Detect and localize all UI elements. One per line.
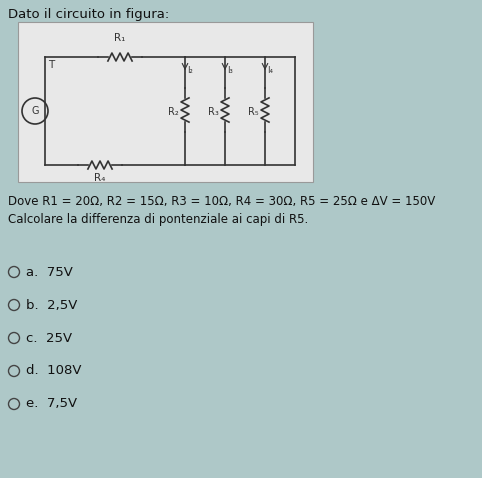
Text: e.  7,5V: e. 7,5V [26, 398, 77, 411]
Text: I₄: I₄ [267, 66, 273, 75]
Text: R₃: R₃ [208, 107, 219, 117]
Text: R₂: R₂ [168, 107, 179, 117]
FancyBboxPatch shape [18, 22, 313, 182]
Text: G: G [31, 106, 39, 116]
Text: R₄: R₄ [94, 173, 106, 183]
Text: a.  75V: a. 75V [26, 265, 73, 279]
Text: R₅: R₅ [248, 107, 259, 117]
Text: d.  108V: d. 108V [26, 365, 81, 378]
Text: I₃: I₃ [227, 66, 233, 75]
Text: R₁: R₁ [114, 33, 126, 43]
Text: Calcolare la differenza di pontenziale ai capi di R5.: Calcolare la differenza di pontenziale a… [8, 213, 308, 226]
Text: I₂: I₂ [187, 66, 193, 75]
Text: T: T [48, 60, 54, 70]
Text: c.  25V: c. 25V [26, 332, 72, 345]
Text: b.  2,5V: b. 2,5V [26, 298, 78, 312]
Text: Dove R1 = 20Ω, R2 = 15Ω, R3 = 10Ω, R4 = 30Ω, R5 = 25Ω e ΔV = 150V: Dove R1 = 20Ω, R2 = 15Ω, R3 = 10Ω, R4 = … [8, 195, 435, 208]
Text: Dato il circuito in figura:: Dato il circuito in figura: [8, 8, 169, 21]
